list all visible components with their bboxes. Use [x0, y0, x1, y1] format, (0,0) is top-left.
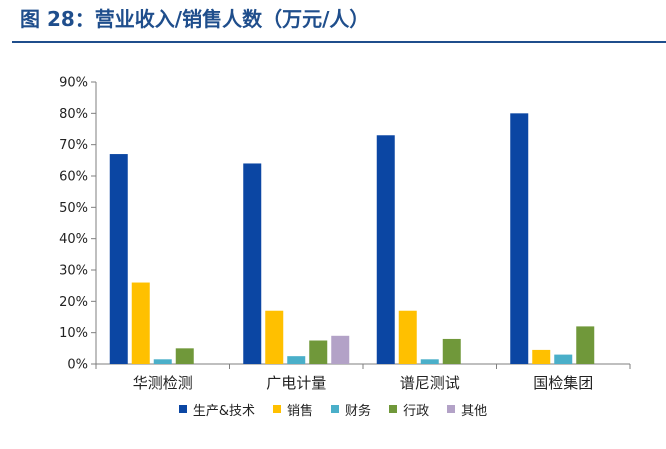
bar: [420, 359, 439, 364]
bar: [243, 163, 262, 364]
bar: [287, 356, 306, 364]
y-tick-label: 10%: [59, 326, 88, 341]
legend-item: 销售: [273, 400, 313, 419]
x-tick-label: 谱尼测试: [400, 374, 460, 392]
legend-swatch: [273, 405, 282, 413]
x-tick-label: 华测检测: [133, 374, 193, 392]
legend-swatch: [389, 405, 398, 413]
y-tick-label: 50%: [59, 201, 88, 216]
bar: [554, 354, 573, 364]
axis-layer: 0% 10% 20% 30% 40% 50% 60% 70% 80% 90% 华测检测 广电计量 谱尼测…: [59, 76, 631, 392]
bar: [309, 340, 328, 364]
legend-item: 生产&技术: [178, 400, 256, 419]
legend-swatch: [331, 405, 340, 413]
bar: [331, 335, 350, 364]
legend-item: 行政: [389, 400, 429, 419]
y-tick-label: 30%: [59, 264, 88, 279]
bar: [532, 349, 551, 364]
title-divider: [12, 41, 666, 43]
y-tick-label: 90%: [59, 76, 88, 91]
legend-label: 财务: [345, 403, 372, 419]
bar: [265, 310, 284, 364]
y-tick-label: 40%: [59, 232, 88, 247]
x-tick-label: 国检集团: [533, 374, 593, 392]
y-tick-label: 20%: [59, 295, 88, 310]
y-tick-label: 60%: [59, 170, 88, 185]
bar: [576, 326, 595, 364]
y-tick-label: 80%: [59, 107, 88, 122]
bar-chart: 0% 10% 20% 30% 40% 50% 60% 70% 80% 90% 华测检测 广电计量 谱尼测…: [59, 76, 631, 392]
legend-label: 其他: [461, 403, 488, 419]
legend-label: 行政: [403, 403, 430, 419]
legend-label: 生产&技术: [192, 403, 256, 419]
bar-layer: [109, 113, 595, 364]
legend-label: 销售: [287, 403, 314, 419]
legend-item: 其他: [447, 400, 487, 419]
chart-legend: 生产&技术 销售 财务 行政 其他: [0, 398, 666, 420]
bar: [398, 310, 417, 364]
bar: [442, 338, 461, 364]
bar: [376, 135, 395, 364]
legend-swatch: [178, 405, 187, 413]
y-tick-label: 70%: [59, 138, 88, 153]
bar: [109, 154, 128, 364]
bar: [175, 348, 194, 364]
bar: [153, 359, 172, 364]
bar: [510, 113, 529, 364]
legend-item: 财务: [331, 400, 371, 419]
figure-title: 图 28：营业收入/销售人数（万元/人）: [20, 4, 369, 34]
legend-swatch: [447, 405, 456, 413]
figure-title-text: 营业收入/销售人数（万元/人）: [94, 7, 370, 31]
bar: [131, 282, 150, 364]
x-tick-label: 广电计量: [266, 374, 326, 392]
y-tick-label: 0%: [67, 358, 88, 373]
figure-label: 图 28：: [20, 7, 95, 31]
